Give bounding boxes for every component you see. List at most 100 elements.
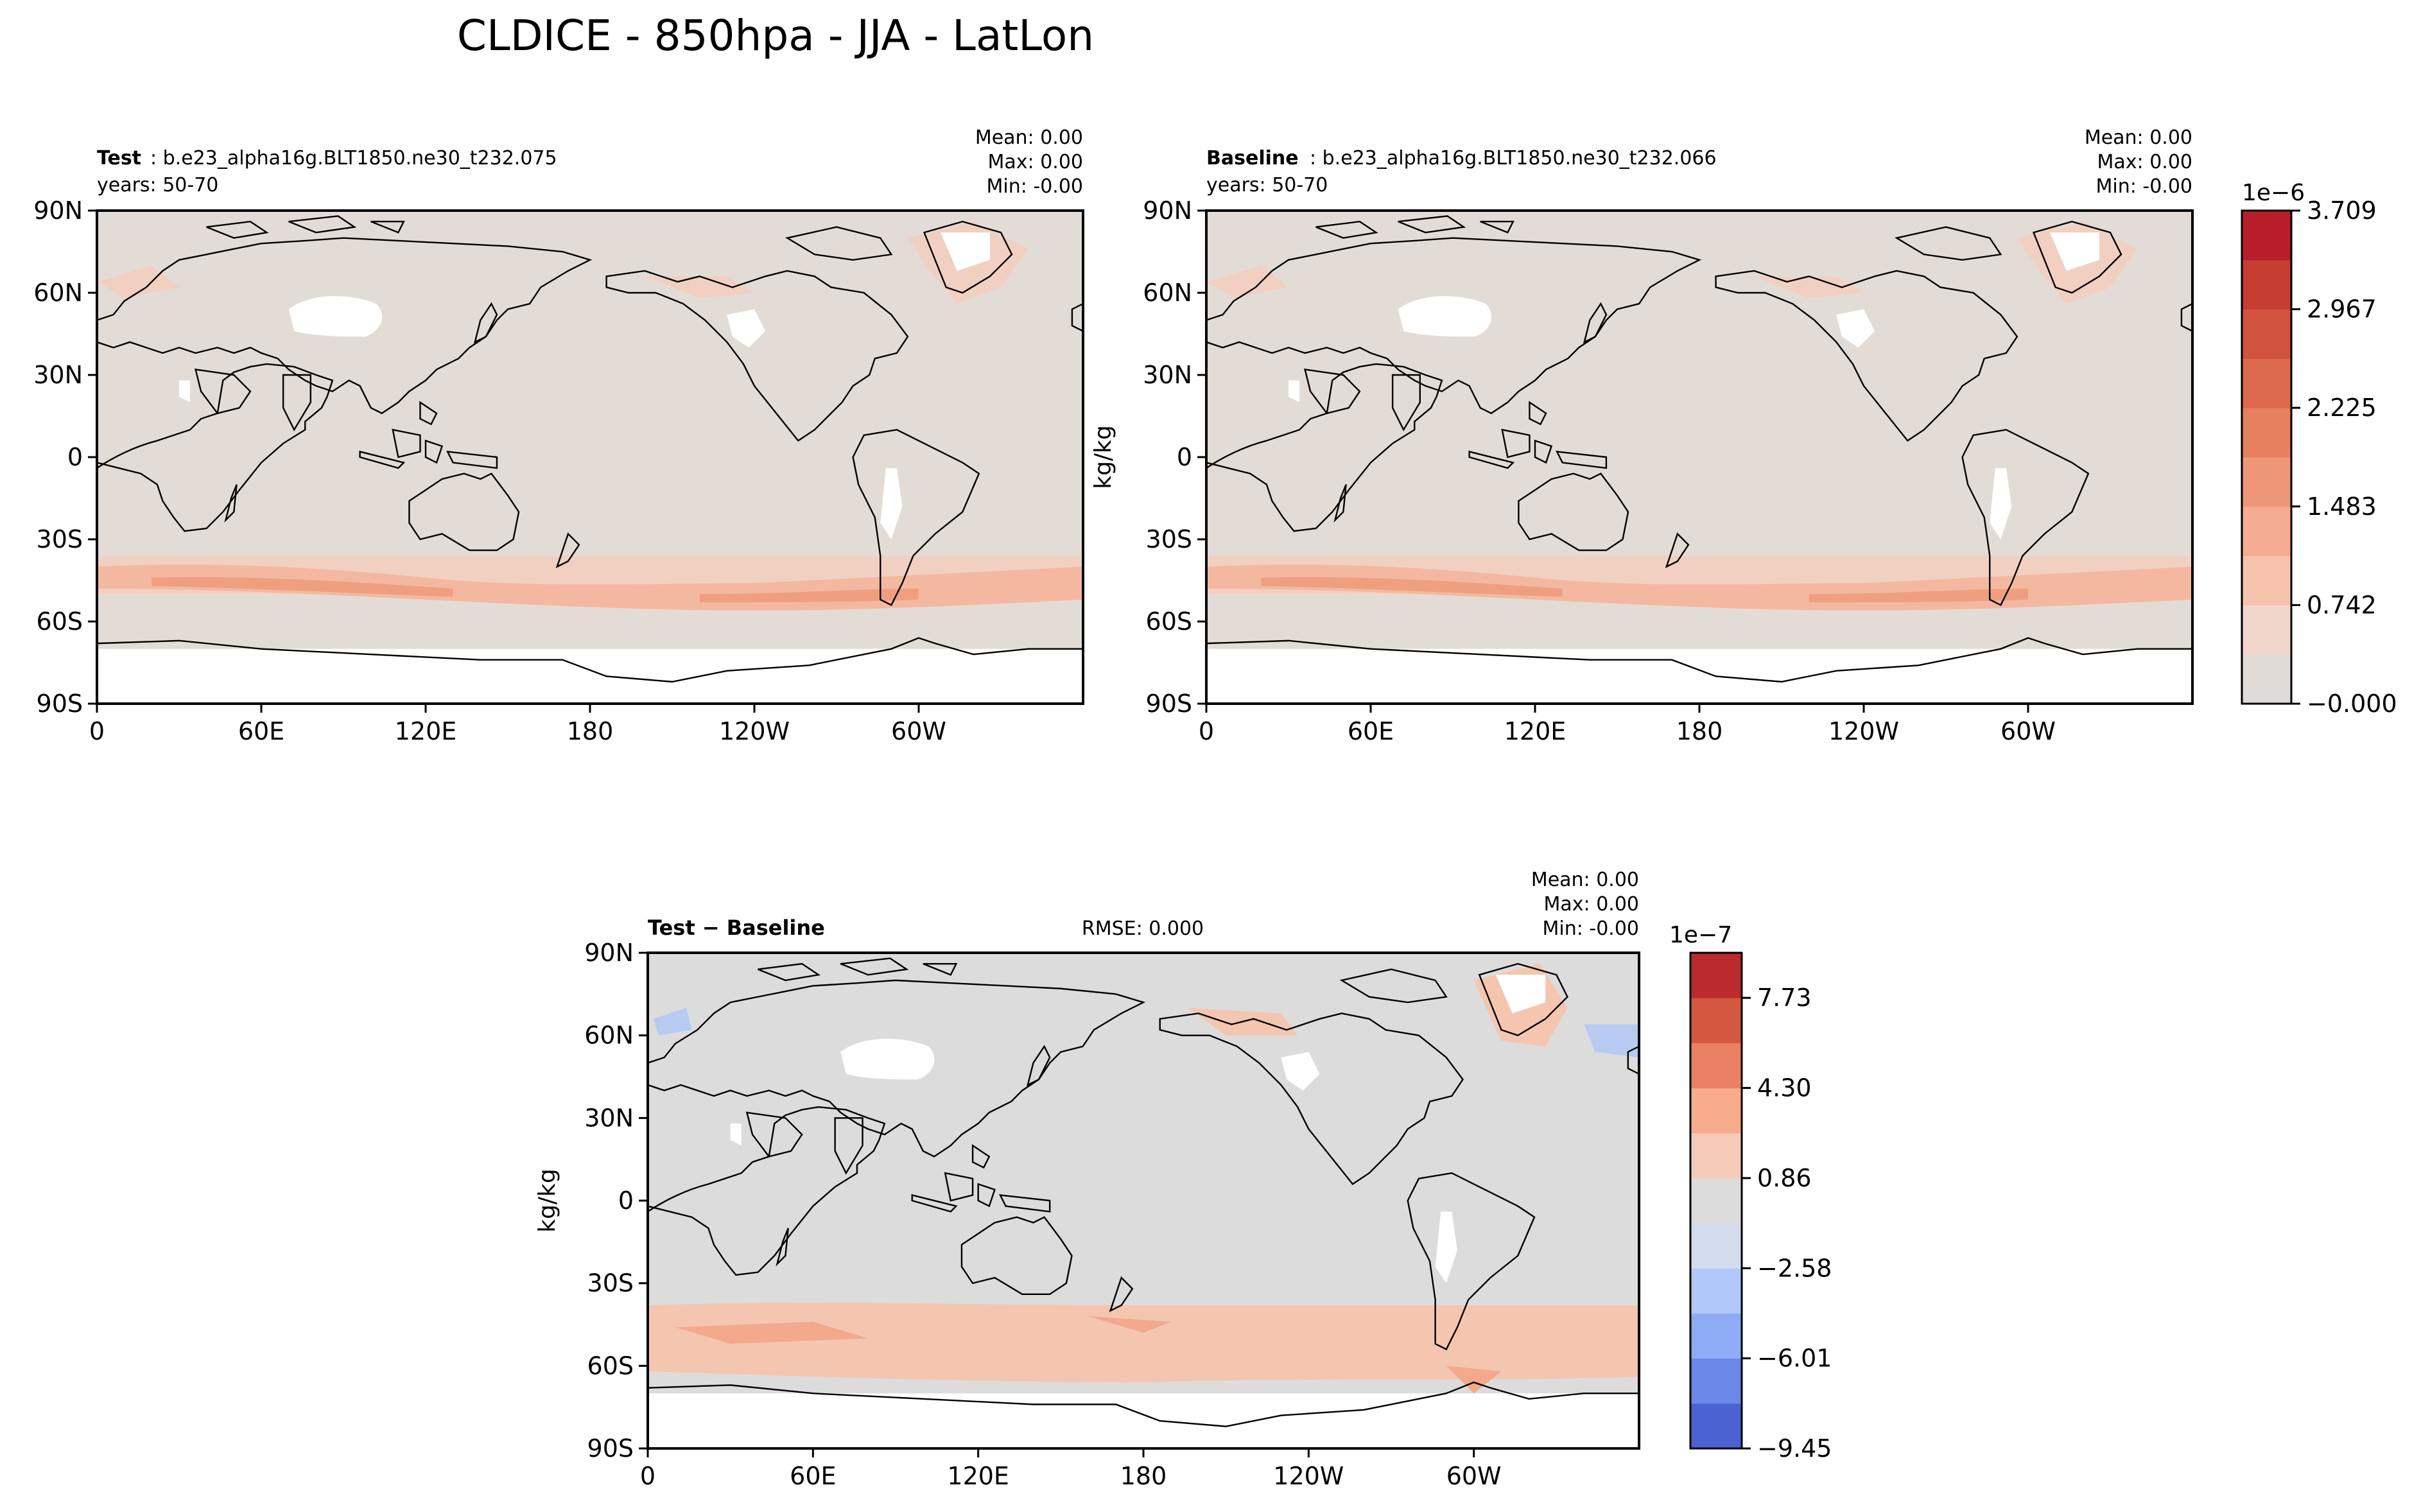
y-tick-label: 60S (1146, 607, 1192, 636)
colorbar-tick-label: −6.01 (1757, 1344, 1832, 1373)
stat-min: Min: -0.00 (1543, 917, 1640, 940)
map-plot: 0 60E 120E 180 120W 60W 90N 60N 30N 0 30S 60S 90S (1143, 196, 2194, 745)
x-tick-label: 60W (1446, 1462, 1502, 1490)
colorbar-frame (1689, 952, 1743, 1450)
colorbar-tick-label: 2.225 (2307, 394, 2377, 422)
panel-label-bold: Baseline (1206, 147, 1299, 169)
colorbar-tick-label: 4.30 (1757, 1074, 1812, 1102)
y-tick-label: 60N (1143, 279, 1192, 307)
y-tick-label: 90S (37, 690, 83, 718)
map-background (97, 211, 1083, 704)
y-tick-label: 60S (587, 1351, 634, 1380)
colorbar-segment (1690, 1223, 1742, 1269)
y-axis-label: kg/kg (1090, 425, 1116, 489)
y-tick-label: 90N (584, 939, 634, 967)
colorbar-exponent: 1e−6 (2242, 180, 2305, 206)
colorbar-tick-label: −9.45 (1757, 1434, 1832, 1463)
colorbar-diff: 1e−7 7.73 4.30 0.86 −2.58 −6.01 −9.45 (1669, 922, 1832, 1463)
colorbar-segment (2242, 358, 2291, 408)
colorbar-exponent: 1e−7 (1669, 922, 1732, 948)
x-tick-label: 120W (1828, 717, 1899, 745)
colorbar-tick-label: −2.58 (1757, 1254, 1832, 1282)
colorbar-main: 1e−6 3.709 2.967 2.225 1.483 0.742 −0.000 (2241, 180, 2397, 718)
band-dark (152, 577, 919, 603)
x-tick-label: 60E (790, 1462, 836, 1490)
panel-label-bold: Test (97, 147, 141, 169)
colorbar-tick-label: 1.483 (2307, 492, 2377, 521)
y-tick-label: 60N (584, 1021, 634, 1050)
colorbar-segment (1690, 1268, 1742, 1314)
x-tick-label: 120E (947, 1462, 1009, 1490)
y-tick-label: 60S (37, 607, 83, 636)
x-tick-label: 180 (1676, 717, 1723, 745)
y-tick-label: 30S (1146, 525, 1192, 553)
stat-mean: Mean: 0.00 (1531, 869, 1639, 891)
colorbar-segment (2242, 408, 2291, 458)
colorbar-tick-label: 3.709 (2307, 196, 2377, 225)
x-tick-label: 0 (640, 1462, 655, 1490)
map-background (1206, 211, 2192, 704)
diff-arctic (1187, 964, 1568, 1047)
x-tick-label: 60E (238, 717, 284, 745)
colorbar-segment (1690, 1313, 1742, 1359)
x-tick-label: 120E (1504, 717, 1566, 745)
colorbar-segment (2242, 555, 2291, 605)
band-dark (1261, 577, 2028, 603)
colorbar-segment (2242, 605, 2291, 655)
panel-label-rest: : b.e23_alpha16g.BLT1850.ne30_t232.066 (1310, 147, 1717, 169)
y-tick-label: 90N (1143, 196, 1192, 225)
x-tick-label: 120W (1273, 1462, 1344, 1490)
colorbar-segment (2242, 259, 2291, 310)
panel-label-bold: Test − Baseline (648, 916, 825, 940)
stat-mean: Mean: 0.00 (975, 126, 1083, 149)
y-tick-label: 60N (33, 279, 83, 307)
rmse-label: RMSE: 0.000 (1082, 917, 1204, 940)
x-tick-label: 60W (2000, 717, 2056, 745)
x-tick-label: 60W (891, 717, 946, 745)
colorbar-segment (2242, 457, 2291, 507)
panel-diff: Test − Baseline RMSE: 0.000 Mean: 0.00 M… (534, 869, 1640, 1490)
x-tick-label: 120E (395, 717, 457, 745)
colorbar-tick-label: 2.967 (2307, 295, 2377, 324)
colorbar-segment (1690, 1088, 1742, 1134)
colorbar-segment (2242, 309, 2291, 359)
colorbar-segment (1690, 1133, 1742, 1179)
panel-years: years: 50-70 (1206, 174, 1328, 196)
diff-band (648, 1303, 1639, 1383)
y-tick-label: 0 (1177, 443, 1192, 471)
y-tick-label: 0 (67, 443, 83, 471)
panel-baseline: Baseline : b.e23_alpha16g.BLT1850.ne30_t… (1090, 126, 2194, 745)
map-plot: 0 60E 120E 180 120W 60W 90N 60N 30N 0 30S 60S 90S (584, 939, 1640, 1490)
stat-min: Min: -0.00 (2096, 175, 2193, 198)
x-tick-label: 120W (719, 717, 790, 745)
stat-max: Max: 0.00 (1544, 893, 1639, 916)
y-tick-label: 90N (33, 196, 83, 225)
colorbar-segment (1690, 1177, 1742, 1224)
colorbar-segment (1690, 998, 1742, 1043)
y-axis-label: kg/kg (534, 1169, 560, 1233)
stat-mean: Mean: 0.00 (2085, 126, 2192, 149)
colorbar-tick-label: 0.742 (2307, 591, 2377, 619)
colorbar-segment (1690, 1043, 1742, 1089)
map-plot: 0 60E 120E 180 120W 60W 90N 60N 30N 0 30S 60S 90S (33, 196, 1084, 745)
y-tick-label: 30N (33, 361, 83, 389)
stat-min: Min: -0.00 (987, 175, 1084, 198)
panel-years: years: 50-70 (97, 174, 218, 196)
colorbar-segment (2242, 211, 2291, 261)
y-tick-label: 90S (587, 1434, 634, 1463)
colorbar-tick-label: 7.73 (1757, 984, 1812, 1012)
x-tick-label: 0 (89, 717, 105, 745)
y-tick-label: 30N (1143, 361, 1192, 389)
x-tick-label: 0 (1199, 717, 1214, 745)
figure-title: CLDICE - 850hpa - JJA - LatLon (457, 11, 1094, 60)
x-tick-label: 180 (1120, 1462, 1167, 1490)
x-tick-label: 60E (1348, 717, 1394, 745)
panel-label-rest: : b.e23_alpha16g.BLT1850.ne30_t232.075 (150, 147, 557, 169)
y-tick-label: 0 (618, 1186, 634, 1215)
stat-max: Max: 0.00 (988, 151, 1083, 173)
x-tick-label: 180 (567, 717, 614, 745)
colorbar-segment (2242, 506, 2291, 557)
colorbar-frame (2241, 209, 2293, 705)
y-tick-label: 90S (1146, 690, 1192, 718)
